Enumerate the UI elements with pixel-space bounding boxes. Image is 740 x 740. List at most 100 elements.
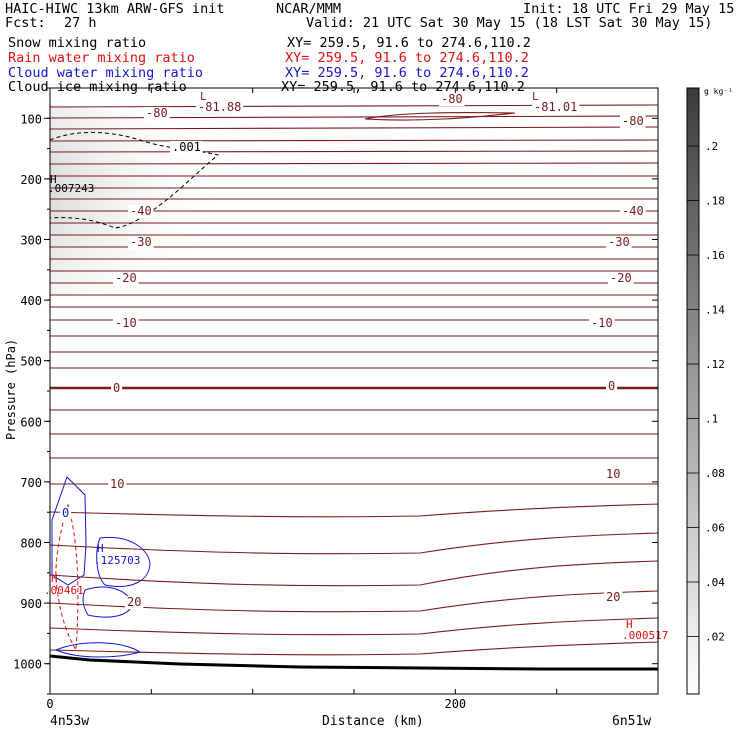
isotherm-label-0-bg — [606, 380, 618, 393]
field-xy-cloudice: XY= 259.5, 91.6 to 274.6,110.2 — [281, 79, 525, 95]
isotherm-line — [50, 162, 658, 165]
high-value: .125703 — [94, 554, 140, 567]
y-tick-label: 300 — [20, 234, 42, 248]
isotherm-line — [50, 150, 658, 153]
isotherm-label-m80-bg — [620, 115, 646, 128]
y-tick-label: 1000 — [13, 658, 42, 672]
isotherm-label-m40-bg — [128, 205, 154, 218]
fcst-value: 27 h — [64, 15, 97, 31]
colorbar: g kg⁻¹ .2 .18 .16 .14 .12 .1 .08 .06 .04 .02 — [686, 87, 733, 695]
isotherm-label-m20: -20 — [115, 271, 137, 285]
low-value: -81.88 — [198, 100, 241, 114]
isotherm-line — [50, 532, 658, 555]
colorbar-label: .08 — [705, 467, 725, 480]
cloud-water-contour-label: 0 — [62, 506, 69, 520]
isotherm-label-m30: -30 — [608, 235, 630, 249]
isotherm-label-m40: -40 — [130, 204, 152, 218]
high-value: .007243 — [48, 182, 94, 195]
cloud-ice-contour-label-bg — [170, 141, 203, 154]
isotherm-label-m20-bg — [113, 272, 139, 285]
isotherm-label-m30-bg — [128, 236, 154, 249]
isotherm-label-m10-bg — [589, 317, 615, 330]
isotherm-line — [50, 590, 658, 613]
y-tick-label: 900 — [20, 597, 42, 611]
colorbar-label: .04 — [705, 576, 725, 589]
isotherm-line — [50, 503, 658, 518]
high-value: .00461 — [44, 584, 84, 597]
colorbar-label: .16 — [705, 249, 725, 262]
isotherm-label-0: 0 — [113, 381, 120, 395]
isotherm-label-0: 0 — [608, 379, 615, 393]
init-time: Init: 18 UTC Fri 29 May 15 — [523, 1, 735, 17]
isotherm-label-0-bg — [111, 382, 123, 395]
isotherm-line — [50, 617, 658, 636]
isotherm-label-m80: -80 — [146, 106, 168, 120]
field-xy-cloudwater: XY= 259.5, 91.6 to 274.6,110.2 — [285, 65, 529, 81]
colorbar-label: .06 — [705, 522, 725, 535]
isotherm-label-m20-bg — [608, 272, 634, 285]
isotherm-label-10-bg — [108, 478, 127, 491]
isotherm-label-20-bg — [125, 596, 144, 609]
isotherm-line — [50, 115, 658, 119]
high-value: .000517 — [622, 629, 668, 642]
colorbar-label: .02 — [705, 631, 725, 644]
isotherm-label-m30-bg — [606, 236, 632, 249]
y-axis-label: Pressure (hPa) — [4, 339, 18, 440]
colorbar-unit: g kg⁻¹ — [704, 87, 733, 96]
isotherm-line — [364, 111, 516, 121]
isotherm-label-10-bg — [604, 468, 623, 481]
snow-shading — [50, 105, 220, 295]
low-value-bg — [196, 101, 244, 114]
isotherm-label-20-bg — [604, 591, 623, 604]
org-label: NCAR/MMM — [276, 1, 342, 17]
field-name-cloudice: Cloud ice mixing ratio — [8, 79, 187, 95]
y-tick-label: 500 — [20, 355, 42, 369]
colorbar-label: .1 — [705, 413, 718, 426]
field-name-rain: Rain water mixing ratio — [8, 50, 195, 66]
isotherm-label-m20: -20 — [610, 271, 632, 285]
x-start-label: 4n53w — [50, 714, 89, 729]
colorbar-label: .12 — [705, 358, 725, 371]
isotherm-label-20: 20 — [127, 595, 141, 609]
field-name-cloudwater: Cloud water mixing ratio — [8, 65, 204, 81]
isotherm-line — [50, 139, 658, 142]
y-tick-label: 800 — [20, 537, 42, 551]
field-name-snow: Snow mixing ratio — [8, 35, 147, 51]
low-value-bg — [532, 101, 580, 114]
field-xy-rain: XY= 259.5, 91.6 to 274.6,110.2 — [285, 50, 529, 66]
isotherm-line — [50, 560, 658, 587]
terrain-line — [49, 654, 658, 671]
isotherm-label-m10: -10 — [115, 316, 137, 330]
rain-water-contour — [55, 503, 79, 652]
cloud-ice-contour-label: .001 — [172, 140, 201, 154]
fcst-label: Fcst: — [5, 15, 46, 31]
isotherm-label-m30: -30 — [130, 235, 152, 249]
y-tick-label: 600 — [20, 415, 42, 429]
low-value: -81.01 — [534, 100, 577, 114]
high-marker: H — [626, 618, 633, 631]
low-marker: L — [200, 90, 207, 103]
y-tick-label: 400 — [20, 294, 42, 308]
model-title: HAIC-HIWC 13km ARW-GFS init — [5, 1, 225, 17]
isotherm-label-m80: -80 — [441, 92, 463, 106]
cloud-ice-contour — [50, 132, 220, 229]
isotherm-label-10: 10 — [110, 477, 124, 491]
x-axis-label: Distance (km) — [322, 714, 424, 729]
y-tick-label: 700 — [20, 476, 42, 490]
isotherm-label-m40: -40 — [622, 204, 644, 218]
isotherm-line — [50, 126, 658, 130]
cloud-water-contour-label-bg — [60, 507, 72, 520]
isotherm-label-m10: -10 — [591, 316, 613, 330]
isotherm-label-m80: -80 — [622, 114, 644, 128]
isotherm-label-m40-bg — [620, 205, 646, 218]
low-marker: L — [532, 90, 539, 103]
x-tick-label: 0 — [46, 697, 53, 711]
isotherm-label-m10-bg — [113, 317, 139, 330]
high-marker: H — [51, 572, 58, 585]
x-tick-label: 200 — [444, 697, 466, 711]
high-marker: H — [50, 173, 57, 186]
cloud-water-contours — [51, 476, 151, 658]
isotherm-label-m80-bg — [439, 93, 465, 106]
colorbar-label: .18 — [705, 195, 725, 208]
